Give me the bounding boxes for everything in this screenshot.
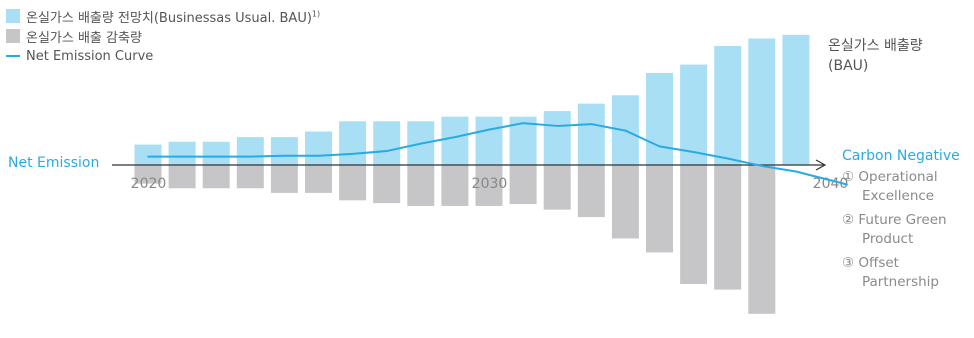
bau-bar-2026 bbox=[339, 121, 367, 165]
bau-bar-2036 bbox=[680, 64, 708, 165]
net-point-2021 bbox=[181, 155, 183, 158]
bau-bar-2037 bbox=[714, 45, 742, 165]
reduction-bar-2026 bbox=[339, 165, 367, 201]
x-tick-2040: 2040 bbox=[813, 176, 849, 192]
net-point-2025 bbox=[317, 154, 320, 157]
reduction-bar-2021 bbox=[168, 165, 196, 189]
bau-bar-2038 bbox=[748, 38, 776, 165]
net-point-2039 bbox=[795, 170, 797, 173]
net-point-2032 bbox=[556, 125, 558, 127]
legend: 온실가스 배출량 전망치(Businessas Usual. BAU)1) 온실… bbox=[6, 6, 320, 66]
net-point-2028 bbox=[420, 142, 422, 145]
reduction-bar-2036 bbox=[680, 165, 708, 285]
reduction-bar-2020 bbox=[134, 165, 162, 184]
net-swatch bbox=[6, 55, 20, 57]
reduction-bar-2034 bbox=[611, 165, 639, 239]
bau-bar-2029 bbox=[441, 116, 469, 165]
strategy-1-line-2: Excellence bbox=[862, 188, 935, 204]
reduction-bar-2038 bbox=[748, 165, 776, 314]
reduction-bar-2033 bbox=[577, 165, 605, 218]
net-point-2031 bbox=[522, 122, 524, 124]
bau-bar-2023 bbox=[236, 137, 264, 165]
strategy-2-line-2: Product bbox=[862, 231, 914, 247]
bau-bar-2039 bbox=[782, 34, 810, 165]
reduction-bar-2035 bbox=[646, 165, 673, 253]
net-point-2023 bbox=[249, 155, 252, 158]
carbon-negative-label: Carbon Negative bbox=[842, 148, 960, 164]
bau-bar-2022 bbox=[202, 141, 230, 165]
net-point-2030 bbox=[488, 128, 490, 131]
reduction-bar-2037 bbox=[714, 165, 742, 290]
bau-bar-2025 bbox=[305, 131, 332, 165]
strategy-3-line-2: Partnership bbox=[862, 274, 939, 290]
net-point-2040.5 bbox=[846, 183, 848, 186]
reduction-bar-2022 bbox=[202, 165, 230, 189]
net-point-2037 bbox=[726, 157, 729, 160]
bau-bar-2021 bbox=[168, 141, 196, 165]
x-axis bbox=[112, 159, 827, 171]
x-axis-arrow bbox=[815, 159, 827, 171]
bau-bar-2030 bbox=[475, 116, 503, 165]
net-point-2033 bbox=[590, 123, 593, 125]
strategy-1: ① Operational Excellence bbox=[842, 168, 947, 206]
net-point-2036 bbox=[692, 151, 695, 153]
strategy-3-line-1: ③ Offset bbox=[842, 255, 899, 271]
bau-bar-2024 bbox=[270, 137, 298, 165]
net-point-2027 bbox=[385, 150, 388, 152]
reduction-bar-2029 bbox=[441, 165, 469, 206]
legend-bau-label: 온실가스 배출량 전망치(Businessas Usual. BAU)1) bbox=[26, 9, 321, 26]
x-tick-labels: 2020 2030 2040 bbox=[131, 176, 849, 192]
net-point-2029 bbox=[454, 136, 456, 138]
net-point-2034 bbox=[624, 129, 627, 132]
legend-reduction-label: 온실가스 배출 감축량 bbox=[26, 30, 142, 46]
reduction-bar-2031 bbox=[509, 165, 537, 205]
reduction-bar-2024 bbox=[270, 165, 298, 193]
net-point-2022 bbox=[215, 155, 217, 158]
bau-swatch bbox=[6, 9, 20, 23]
reduction-bars bbox=[134, 165, 776, 314]
net-emission-curve bbox=[147, 122, 848, 186]
bau-bar-2033 bbox=[577, 103, 605, 165]
net-point-2026 bbox=[351, 153, 354, 155]
legend-item-bau: 온실가스 배출량 전망치(Businessas Usual. BAU)1) bbox=[6, 6, 320, 26]
strategy-2-line-1: ② Future Green bbox=[842, 212, 947, 228]
bau-bar-2027 bbox=[373, 121, 401, 165]
x-tick-2030: 2030 bbox=[472, 176, 508, 192]
reduction-bar-2023 bbox=[236, 165, 264, 189]
net-point-2020 bbox=[147, 155, 149, 158]
bau-bar-2020 bbox=[134, 144, 162, 165]
legend-net-label: Net Emission Curve bbox=[26, 48, 154, 64]
net-point-2035 bbox=[658, 145, 661, 148]
bau-bar-2035 bbox=[646, 72, 673, 165]
strategy-list: ① Operational Excellence ② Future Green Pro… bbox=[842, 168, 947, 297]
net-emission-label: Net Emission bbox=[8, 155, 100, 171]
legend-item-net: Net Emission Curve bbox=[6, 46, 320, 66]
reduction-bar-2027 bbox=[373, 165, 401, 204]
legend-item-reduction: 온실가스 배출 감축량 bbox=[6, 26, 320, 46]
strategy-3: ③ Offset Partnership bbox=[842, 254, 947, 292]
reduction-bar-2028 bbox=[407, 165, 435, 206]
bau-bars bbox=[134, 34, 810, 165]
reduction-bar-2032 bbox=[543, 165, 571, 210]
reduction-bar-2025 bbox=[305, 165, 332, 193]
reduction-swatch bbox=[6, 29, 20, 43]
x-tick-2020: 2020 bbox=[131, 176, 167, 192]
bau-bar-2032 bbox=[543, 111, 571, 165]
strategy-1-line-1: ① Operational bbox=[842, 169, 938, 185]
reduction-bar-2030 bbox=[475, 165, 503, 206]
net-point-2024 bbox=[283, 154, 286, 157]
strategy-2: ② Future Green Product bbox=[842, 211, 947, 249]
bau-annotation: 온실가스 배출량 (BAU) bbox=[828, 38, 923, 74]
net-point-2038 bbox=[761, 165, 763, 167]
legend-bau-footnote: 1) bbox=[311, 9, 321, 19]
